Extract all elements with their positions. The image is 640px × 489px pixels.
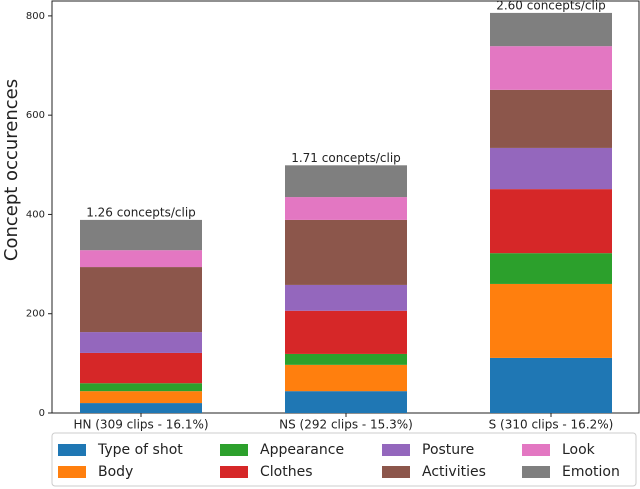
legend-label: Posture xyxy=(422,442,474,458)
y-axis-label: Concept occurences xyxy=(1,79,22,261)
bar-segment xyxy=(80,383,202,392)
bar-segment xyxy=(285,197,407,220)
legend-label: Activities xyxy=(422,464,486,480)
x-tick-label: NS (292 clips - 15.3%) xyxy=(279,418,413,432)
legend-label: Appearance xyxy=(260,442,344,458)
bar-segment xyxy=(490,253,612,284)
bar-annotation: 1.71 concepts/clip xyxy=(291,151,401,165)
legend-label: Clothes xyxy=(260,464,313,480)
y-tick-label: 0 xyxy=(39,408,45,419)
legend-swatch xyxy=(382,466,410,478)
legend-swatch xyxy=(220,466,248,478)
bar-segment xyxy=(80,250,202,268)
y-tick-label: 600 xyxy=(26,110,45,121)
x-tick-label: HN (309 clips - 16.1%) xyxy=(73,418,208,432)
bar-segment xyxy=(285,391,407,413)
bar-annotation: 2.60 concepts/clip xyxy=(496,0,606,12)
bar-segment xyxy=(80,403,202,413)
x-tick-label: S (310 clips - 16.2%) xyxy=(489,418,614,432)
bar-segment xyxy=(80,219,202,251)
bar-segment xyxy=(285,364,407,392)
bar-segment xyxy=(490,46,612,90)
legend-label: Body xyxy=(98,464,133,480)
bar-segment xyxy=(80,267,202,333)
y-tick-label: 800 xyxy=(26,11,45,22)
bar-segment xyxy=(490,147,612,190)
bar-segment xyxy=(80,352,202,384)
legend-swatch xyxy=(382,444,410,456)
bar-segment xyxy=(80,391,202,404)
y-tick-label: 400 xyxy=(26,209,45,220)
bar-segment xyxy=(490,89,612,148)
legend-swatch xyxy=(220,444,248,456)
legend-label: Type of shot xyxy=(97,442,183,458)
bar-segment xyxy=(285,353,407,365)
bar-segment xyxy=(490,283,612,358)
legend-swatch xyxy=(522,444,550,456)
y-tick-label: 200 xyxy=(26,309,45,320)
bar-segment xyxy=(490,357,612,413)
bar-segment xyxy=(285,310,407,354)
legend-label: Emotion xyxy=(562,464,620,480)
bar-segment xyxy=(285,165,407,198)
bar-segment xyxy=(80,332,202,353)
legend-swatch xyxy=(58,466,86,478)
bar-segment xyxy=(285,219,407,285)
bar-annotation: 1.26 concepts/clip xyxy=(86,205,196,219)
legend-box xyxy=(51,432,637,487)
bar-segment xyxy=(285,284,407,311)
legend-swatch xyxy=(522,466,550,478)
legend-swatch xyxy=(58,444,86,456)
legend-label: Look xyxy=(562,442,596,458)
bar-segment xyxy=(490,12,612,47)
bar-segment xyxy=(490,189,612,254)
